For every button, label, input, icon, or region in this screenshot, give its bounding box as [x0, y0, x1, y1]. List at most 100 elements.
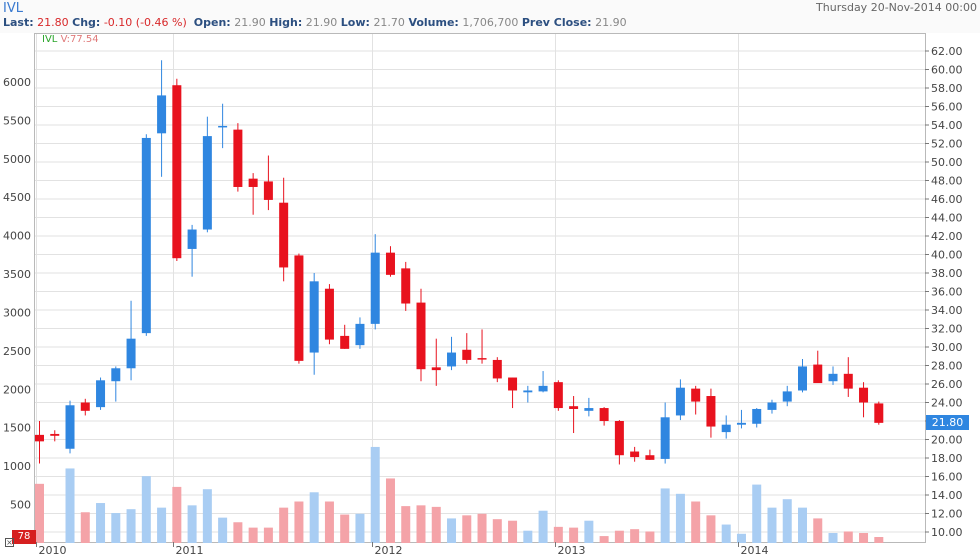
price-tick-label: 16.00: [931, 471, 963, 484]
volume-bar: [35, 483, 44, 543]
prev-close-value: 21.90: [595, 16, 627, 29]
candle-body: [782, 391, 792, 402]
candle-body: [599, 408, 609, 421]
candle-body: [157, 95, 167, 134]
volume-bar: [736, 533, 746, 543]
candle-body: [355, 323, 365, 346]
volume-bar: [294, 501, 304, 543]
last-volume-badge: 78: [12, 530, 36, 544]
volume-tick-label: 1000: [3, 460, 31, 473]
volume-bar: [385, 478, 395, 543]
candle-body: [538, 385, 548, 392]
candle-body: [141, 137, 151, 334]
candle-body: [614, 421, 624, 456]
volume-bar: [538, 510, 548, 543]
volume-tick-label: 2500: [3, 345, 31, 358]
chart-legend: IVL V:77.54: [42, 34, 99, 45]
volume-bar: [202, 489, 212, 543]
candle-body: [767, 402, 777, 410]
volume-bar: [614, 530, 624, 543]
price-tick-label: 38.00: [931, 267, 963, 280]
volume-bar: [80, 512, 90, 543]
price-tick-label: 48.00: [931, 175, 963, 188]
price-axis: 10.0012.0014.0016.0018.0020.0022.0024.00…: [925, 45, 963, 539]
volume-bar: [126, 509, 136, 543]
volume-bar: [370, 446, 380, 543]
candle-body: [645, 455, 655, 460]
close-panel-icon[interactable]: ×: [5, 538, 14, 547]
volume-bar: [111, 513, 121, 543]
candle-body: [218, 125, 228, 128]
last-value: 21.80: [37, 16, 69, 29]
volume-bar: [508, 520, 518, 543]
candle-body: [309, 281, 319, 353]
volume-bar: [172, 486, 182, 543]
price-tick-label: 62.00: [931, 45, 963, 58]
volume-bar: [492, 519, 502, 543]
volume-tick-label: 1500: [3, 422, 31, 435]
price-tick-label: 10.00: [931, 526, 963, 539]
volume-bar: [569, 527, 579, 543]
price-tick-label: 18.00: [931, 452, 963, 465]
volume-bar: [263, 527, 273, 543]
candle-body: [279, 202, 289, 268]
price-candles: [35, 60, 884, 465]
price-tick-label: 60.00: [931, 64, 963, 77]
price-tick-label: 14.00: [931, 489, 963, 502]
candle-body: [447, 352, 457, 367]
candle-body: [324, 288, 334, 340]
volume-bar: [340, 514, 350, 543]
volume-bar: [691, 501, 701, 543]
volume-bar: [843, 531, 853, 543]
price-tick-label: 30.00: [931, 341, 963, 354]
legend-symbol: IVL: [42, 34, 58, 45]
volume-bar: [675, 493, 685, 543]
volume-bar: [477, 513, 487, 543]
candle-body: [630, 451, 640, 458]
volume-bar: [309, 492, 319, 543]
volume-bar: [401, 506, 411, 543]
candle-body: [508, 377, 518, 391]
volume-bar: [813, 518, 823, 543]
volume-bar: [431, 506, 441, 543]
volume-tick-label: 5000: [3, 153, 31, 166]
candle-body: [492, 359, 502, 379]
volume-bar: [645, 531, 655, 543]
candle-body: [126, 338, 136, 369]
volume-bar: [218, 517, 228, 543]
date-time: Thursday 20-Nov-2014 00:00: [816, 1, 977, 14]
price-tick-label: 44.00: [931, 212, 963, 225]
candle-body: [660, 417, 670, 459]
candle-body: [828, 373, 838, 382]
volume-tick-label: 6000: [3, 76, 31, 89]
last-price-badge: 21.80: [926, 415, 969, 430]
price-tick-label: 46.00: [931, 193, 963, 206]
volume-bar: [599, 536, 609, 543]
volume-bar: [782, 499, 792, 543]
volume-bar: [660, 488, 670, 543]
volume-bar: [65, 468, 75, 543]
candle-body: [874, 403, 884, 423]
quote-line: Last: 21.80 Chg: -0.10 (-0.46 %) Open: 2…: [3, 16, 627, 29]
volume-bar: [752, 484, 762, 543]
price-tick-label: 40.00: [931, 249, 963, 262]
legend-volume: V:77.54: [60, 34, 99, 45]
chg-value: -0.10 (-0.46 %): [103, 16, 187, 29]
low-value: 21.70: [373, 16, 405, 29]
volume-tick-label: 4000: [3, 230, 31, 243]
volume-bar: [187, 505, 197, 543]
candle-body: [675, 387, 685, 416]
candle-body: [385, 252, 395, 275]
price-tick-label: 28.00: [931, 360, 963, 373]
time-tick-label: 2012: [375, 544, 403, 557]
chart-grid: [35, 34, 925, 542]
candle-body: [96, 380, 106, 408]
price-tick-label: 12.00: [931, 508, 963, 521]
volume-tick-label: 3000: [3, 306, 31, 319]
volume-bar: [279, 507, 289, 543]
candle-body: [431, 367, 441, 371]
price-tick-label: 58.00: [931, 82, 963, 95]
candle-body: [370, 252, 380, 324]
volume-bar: [248, 527, 258, 543]
